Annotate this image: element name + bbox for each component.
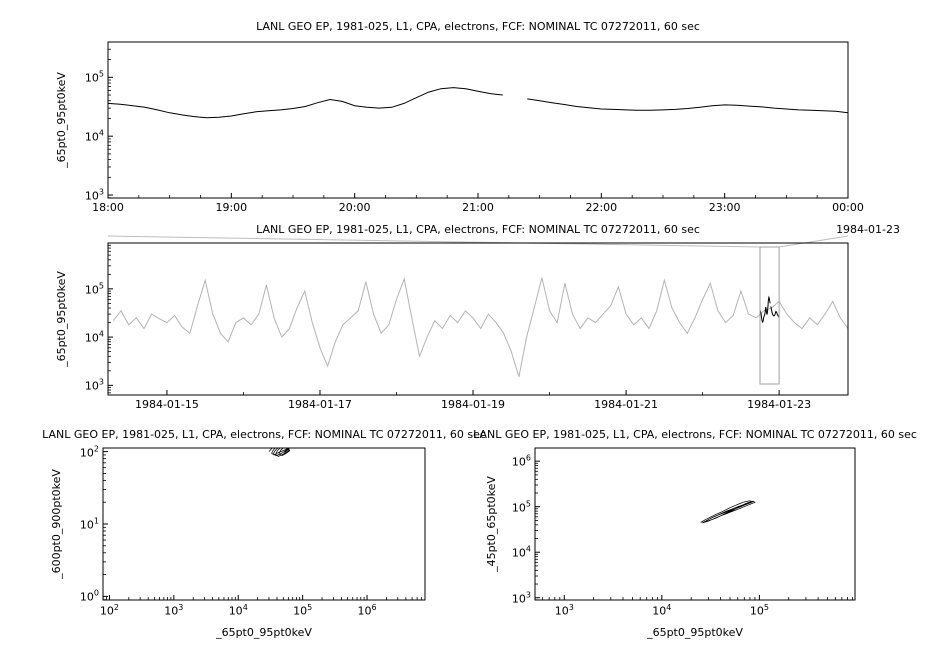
plot-frame-0 <box>107 41 849 199</box>
zoom-connector-left <box>107 235 761 248</box>
panel-scatter-right-title: LANL GEO EP, 1981-025, L1, CPA, electron… <box>473 428 917 441</box>
plot-area-2[interactable] <box>103 448 425 600</box>
x-tick-label: 1984-01-21 <box>594 398 659 411</box>
x-tick-label: 105 <box>749 603 769 618</box>
zoom-selection-box[interactable] <box>759 246 780 385</box>
y-tick-label: 106 <box>511 453 531 469</box>
y-tick-label: 105 <box>84 69 104 85</box>
x-tick-label: 00:00 <box>832 201 864 214</box>
plot-area-3[interactable] <box>535 448 855 600</box>
x-tick-label: 105 <box>293 603 313 618</box>
x-tick-label: 1984-01-23 <box>747 398 812 411</box>
y-tick-label: 103 <box>84 187 104 203</box>
y-tick-label: 104 <box>84 329 104 345</box>
scatter-trace-right <box>700 500 756 524</box>
x-tick-label: 1984-01-17 <box>288 398 352 411</box>
x-tick-label: 103 <box>164 603 184 618</box>
context-highlight-trace <box>759 295 780 324</box>
x-tick-label: 106 <box>357 603 377 618</box>
y-tick-label: 104 <box>511 544 531 560</box>
x-tick-label: 23:00 <box>708 201 741 214</box>
zoom-connector-right <box>779 235 849 248</box>
x-tick-label: 21:00 <box>462 201 494 214</box>
y-tick-label: 104 <box>84 128 104 144</box>
detail-trace <box>108 87 848 119</box>
x-tick-label: 104 <box>652 603 672 618</box>
scatter-left-y-axis-label: _600pt0_900pt0keV <box>49 469 63 579</box>
context-y-axis-label: _65pt0_95pt0keV <box>54 271 68 367</box>
x-tick-label: 22:00 <box>585 201 618 214</box>
x-tick-label: 1984-01-19 <box>441 398 505 411</box>
scatter-right-x-axis-label: _65pt0_95pt0keV <box>647 626 743 639</box>
x-tick-label: 18:00 <box>92 201 124 214</box>
panel-scatter-left-title: LANL GEO EP, 1981-025, L1, CPA, electron… <box>42 428 486 441</box>
y-tick-label: 105 <box>84 281 104 297</box>
plot-area-1[interactable] <box>108 243 848 395</box>
plot-frame-2 <box>102 447 426 601</box>
x-tick-label: 103 <box>554 603 574 618</box>
y-tick-label: 100 <box>79 589 99 604</box>
x-tick-label: 19:00 <box>215 201 248 214</box>
x-tick-label: 104 <box>228 603 248 618</box>
y-tick-label: 105 <box>511 499 531 515</box>
detail-axis-date-label: 1984-01-23 <box>836 223 900 236</box>
detail-y-axis-label: _65pt0_95pt0keV <box>54 72 68 168</box>
x-tick-label: 102 <box>99 603 119 618</box>
x-tick-label: 20:00 <box>338 201 371 214</box>
panel-context-title: LANL GEO EP, 1981-025, L1, CPA, electron… <box>256 223 700 236</box>
y-tick-label: 103 <box>84 378 104 393</box>
x-tick-label: 1984-01-15 <box>134 398 199 411</box>
y-tick-label: 101 <box>79 516 99 532</box>
scatter-left-x-axis-label: _65pt0_95pt0keV <box>216 626 312 639</box>
context-trace <box>113 277 848 378</box>
panel-detail-title: LANL GEO EP, 1981-025, L1, CPA, electron… <box>256 20 700 33</box>
plot-area-0[interactable] <box>108 42 848 198</box>
scatter-right-y-axis-label: _45pt0_65pt0keV <box>484 476 498 572</box>
y-tick-label: 102 <box>79 444 99 459</box>
plot-frame-1 <box>107 242 849 396</box>
plot-frame-3 <box>534 447 856 601</box>
scatter-trace-left <box>268 448 291 457</box>
y-tick-label: 103 <box>511 590 531 606</box>
